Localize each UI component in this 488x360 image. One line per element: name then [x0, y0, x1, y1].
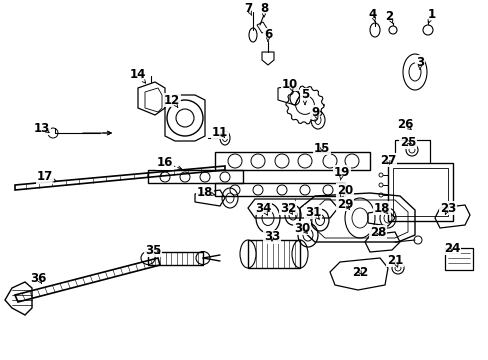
Text: 30: 30 — [293, 221, 309, 234]
Text: 13: 13 — [34, 122, 50, 135]
Text: 32: 32 — [279, 202, 296, 215]
Text: 24: 24 — [443, 242, 459, 255]
Text: 23: 23 — [439, 202, 455, 215]
Text: 28: 28 — [369, 225, 386, 238]
Bar — [215, 152, 369, 170]
Text: 19: 19 — [333, 166, 349, 179]
Text: 22: 22 — [351, 266, 367, 279]
Text: 2: 2 — [384, 9, 392, 22]
Text: 18: 18 — [373, 202, 389, 215]
Bar — [444, 248, 472, 270]
Text: 6: 6 — [264, 28, 271, 41]
Text: 15: 15 — [313, 141, 329, 154]
Text: 29: 29 — [336, 198, 352, 211]
Text: 12: 12 — [163, 94, 180, 107]
Text: 21: 21 — [386, 253, 402, 266]
Text: 4: 4 — [368, 8, 376, 21]
Bar — [148, 252, 203, 265]
Text: 1: 1 — [427, 8, 435, 21]
Text: 11: 11 — [211, 126, 228, 139]
Bar — [247, 240, 299, 268]
Text: 5: 5 — [300, 89, 308, 102]
Bar — [215, 183, 345, 196]
Text: 7: 7 — [244, 1, 251, 14]
Text: 14: 14 — [129, 68, 146, 81]
Text: 33: 33 — [264, 230, 280, 243]
Text: 20: 20 — [336, 184, 352, 197]
Text: 18: 18 — [196, 185, 213, 198]
Text: 27: 27 — [379, 153, 395, 166]
Text: 31: 31 — [304, 206, 321, 219]
Bar — [392, 168, 447, 216]
Text: 10: 10 — [281, 77, 298, 90]
Text: 9: 9 — [310, 105, 319, 118]
Bar — [148, 170, 243, 183]
Text: 36: 36 — [30, 271, 46, 284]
Text: 35: 35 — [144, 243, 161, 256]
Text: 26: 26 — [396, 118, 412, 131]
Text: 17: 17 — [37, 171, 53, 184]
Text: 25: 25 — [399, 135, 415, 148]
Text: 16: 16 — [157, 157, 173, 170]
Text: 3: 3 — [415, 55, 423, 68]
Text: 8: 8 — [259, 1, 267, 14]
Bar — [387, 163, 452, 221]
Text: 34: 34 — [254, 202, 271, 215]
